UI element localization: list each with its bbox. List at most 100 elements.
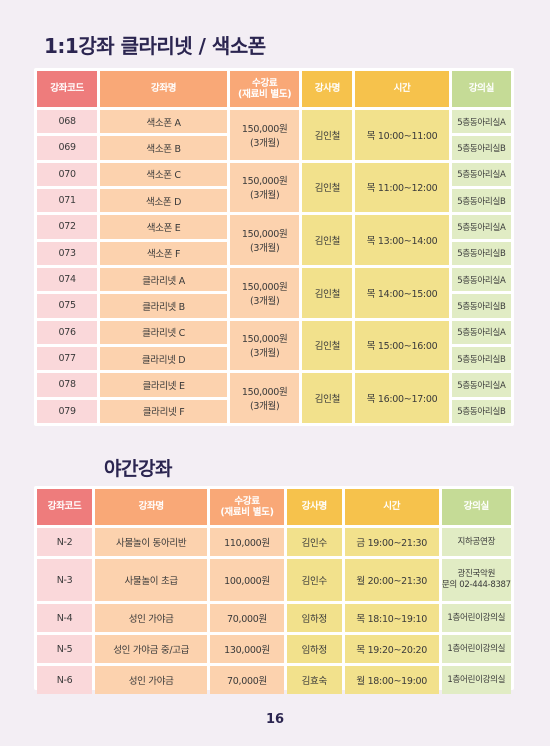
table-row: 076 클라리넷 C 150,000원 (3개월) 김인철 목 15:00~16:00 5층…: [37, 320, 511, 371]
class-time: 목 18:10~19:10: [344, 604, 439, 632]
section2-title: 야간강좌: [104, 458, 172, 480]
header-name: 강좌명: [100, 71, 227, 107]
course-name: 클라리넷 C: [100, 320, 227, 344]
table-row: 078 클라리넷 E 150,000원 (3개월) 김인철 목 16:00~17:00 5층…: [37, 373, 511, 423]
classroom: 5층동아리실A: [451, 110, 511, 134]
class-time: 목 13:00~14:00: [355, 215, 449, 265]
course-code: 068: [37, 110, 98, 134]
table-row: 069 색소폰 B 5층동아리실B: [37, 136, 511, 160]
course-fee: 130,000원: [210, 635, 284, 663]
class-time: 월 18:00~19:00: [344, 666, 439, 694]
header-time: 시간: [344, 489, 439, 525]
header-fee: 수강료 (재료비 별도): [210, 489, 284, 525]
table-row: 077 클라리넷 D 5층동아리실B: [37, 346, 511, 371]
course-code: N-4: [37, 604, 93, 632]
header-fee-line1: 수강료: [234, 495, 260, 507]
course-code: 073: [37, 241, 98, 265]
course-name: 색소폰 F: [100, 241, 227, 265]
teacher-name: 김인철: [302, 267, 353, 318]
table-row: 073 색소폰 F 5층동아리실B: [37, 241, 511, 265]
course-name: 클라리넷 A: [100, 267, 227, 292]
classroom: 1층어린이강의실: [441, 604, 511, 632]
section1-title: 1:1강좌 클라리넷 / 색소폰: [44, 34, 266, 58]
classroom: 5층동아리실A: [451, 320, 511, 344]
course-name: 성인 가야금 중/고급: [95, 635, 208, 663]
header-room: 강의실: [441, 489, 511, 525]
class-time: 목 19:20~20:20: [344, 635, 439, 663]
table-row: 074 클라리넷 A 150,000원 (3개월) 김인철 목 14:00~15:00 5층…: [37, 267, 511, 318]
table-row: 079 클라리넷 F 5층동아리실B: [37, 399, 511, 423]
classroom: 5층동아리실A: [451, 267, 511, 292]
classroom: 5층동아리실B: [451, 294, 511, 318]
fee-amount: 150,000원: [241, 229, 288, 241]
table-row: 071 색소폰 D 5층동아리실B: [37, 188, 511, 213]
fee-period: (3개월): [249, 348, 280, 360]
course-code: N-6: [37, 666, 93, 694]
course-code: 074: [37, 267, 98, 292]
header-fee: 수강료 (재료비 별도): [229, 71, 300, 107]
teacher-name: 임하정: [286, 604, 342, 632]
course-name: 클라리넷 B: [100, 294, 227, 318]
course-fee: 150,000원 (3개월): [229, 373, 300, 423]
fee-amount: 150,000원: [241, 281, 288, 293]
class-time: 목 14:00~15:00: [355, 267, 449, 318]
class-time: 금 19:00~21:30: [344, 528, 439, 556]
fee-amount: 150,000원: [241, 123, 288, 135]
class-time: 목 11:00~12:00: [355, 162, 449, 213]
fee-amount: 150,000원: [241, 334, 288, 346]
fee-amount: 150,000원: [241, 176, 288, 188]
teacher-name: 김인수: [286, 528, 342, 556]
course-code: 075: [37, 294, 98, 318]
classroom: 5층동아리실B: [451, 346, 511, 371]
course-fee: 150,000원 (3개월): [229, 320, 300, 371]
table-row: N-5 성인 가야금 중/고급 130,000원 임하정 목 19:20~20:20 1층…: [37, 635, 511, 663]
course-name: 사물놀이 초급: [95, 559, 208, 601]
fee-period: (3개월): [249, 243, 280, 255]
classroom: 1층어린이강의실: [441, 666, 511, 694]
course-code: 077: [37, 346, 98, 371]
classroom: 5층동아리실A: [451, 373, 511, 397]
page-number: 16: [265, 712, 285, 727]
course-code: 071: [37, 188, 98, 213]
header-room: 강의실: [451, 71, 511, 107]
course-code: N-2: [37, 528, 93, 556]
classroom: 5층동아리실B: [451, 399, 511, 423]
fee-period: (3개월): [249, 190, 280, 202]
fee-period: (3개월): [249, 137, 280, 149]
course-fee: 150,000원 (3개월): [229, 162, 300, 213]
course-fee: 100,000원: [210, 559, 284, 601]
table-row: 075 클라리넷 B 5층동아리실B: [37, 294, 511, 318]
course-code: 072: [37, 215, 98, 239]
course-code: 079: [37, 399, 98, 423]
course-fee: 70,000원: [210, 604, 284, 632]
teacher-name: 김인철: [302, 373, 353, 423]
course-code: 069: [37, 136, 98, 160]
class-time: 목 10:00~11:00: [355, 110, 449, 160]
teacher-name: 임하정: [286, 635, 342, 663]
class-time: 월 20:00~21:30: [344, 559, 439, 601]
course-name: 색소폰 B: [100, 136, 227, 160]
classroom: 5층동아리실B: [451, 188, 511, 213]
table-row: 070 색소폰 C 150,000원 (3개월) 김인철 목 11:00~12:00 5층동…: [37, 162, 511, 213]
header-fee-line1: 수강료: [252, 77, 278, 89]
course-code: N-5: [37, 635, 93, 663]
table-row: N-3 사물놀이 초급 100,000원 김인수 월 20:00~21:30 광진국악원 …: [37, 559, 511, 601]
classroom: 광진국악원 문의 02-444-8387: [441, 559, 511, 601]
private-lesson-table: 강좌코드 강좌명 수강료 (재료비 별도) 강사명 시간 강의실 068 색소폰 A…: [34, 68, 514, 426]
course-name: 색소폰 A: [100, 110, 227, 134]
class-time: 목 16:00~17:00: [355, 373, 449, 423]
header-time: 시간: [355, 71, 449, 107]
header-code: 강좌코드: [37, 71, 98, 107]
course-fee: 150,000원 (3개월): [229, 267, 300, 318]
table-row: N-4 성인 가야금 70,000원 임하정 목 18:10~19:10 1층어린이강의실: [37, 604, 511, 632]
teacher-name: 김인철: [302, 215, 353, 265]
fee-period: (3개월): [249, 401, 280, 413]
course-code: N-3: [37, 559, 93, 601]
course-name: 사물놀이 동아리반: [95, 528, 208, 556]
classroom: 5층동아리실A: [451, 162, 511, 186]
classroom: 5층동아리실B: [451, 136, 511, 160]
course-name: 색소폰 C: [100, 162, 227, 186]
header-fee-line2: (재료비 별도): [220, 507, 274, 518]
teacher-name: 김인철: [302, 320, 353, 371]
classroom: 5층동아리실B: [451, 241, 511, 265]
